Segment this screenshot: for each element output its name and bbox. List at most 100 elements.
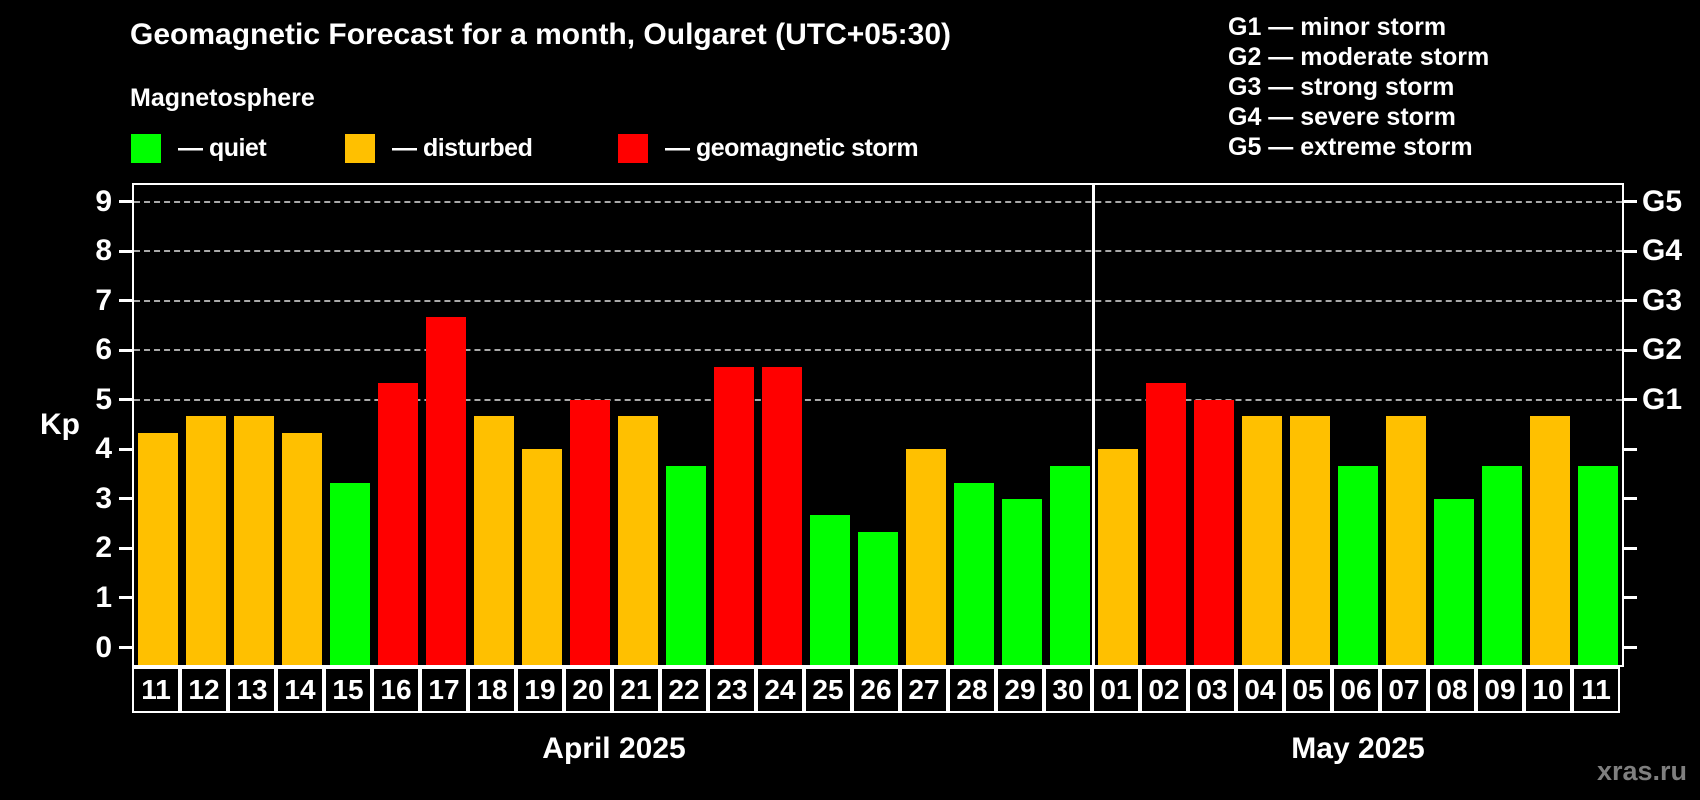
month-separator-line <box>1092 185 1095 665</box>
kp-bar-april-17 <box>426 317 466 665</box>
date-cell-april-14: 14 <box>276 667 324 713</box>
left-y-tick-1 <box>119 596 134 600</box>
kp-bar-april-20 <box>570 399 610 665</box>
kp-bar-april-14 <box>282 432 322 665</box>
legend-swatch-storm <box>618 133 648 163</box>
legend-item-quiet: — quiet <box>131 133 267 163</box>
legend-label-disturbed: — disturbed <box>392 133 533 162</box>
right-y-tick-7 <box>1622 299 1637 303</box>
right-y-tick-9 <box>1622 200 1637 204</box>
kp-bar-may-08 <box>1434 498 1474 665</box>
gridline-kp9 <box>134 200 1622 203</box>
g-level-label-G2: G2 <box>1642 333 1683 367</box>
kp-bar-may-10 <box>1530 416 1570 665</box>
date-cell-april-16: 16 <box>372 667 420 713</box>
magnetosphere-legend-title: Magnetosphere <box>130 84 315 112</box>
plot-area <box>132 183 1624 667</box>
left-y-tick-0 <box>119 646 134 649</box>
kp-bar-april-30 <box>1050 465 1090 665</box>
right-y-tick-5 <box>1622 398 1637 402</box>
left-y-tick-6 <box>119 348 134 352</box>
kp-bar-april-21 <box>618 416 658 665</box>
date-cell-april-18: 18 <box>468 667 516 713</box>
kp-bar-april-19 <box>522 449 562 665</box>
kp-bar-april-23 <box>714 366 754 665</box>
kp-bar-may-07 <box>1386 416 1426 665</box>
kp-bar-april-24 <box>762 366 802 665</box>
gridline-kp8 <box>134 250 1622 253</box>
date-cell-april-28: 28 <box>948 667 996 713</box>
kp-bar-april-15 <box>330 482 370 665</box>
date-cell-may-03: 03 <box>1188 667 1236 713</box>
date-cell-april-22: 22 <box>660 667 708 713</box>
right-y-tick-0 <box>1622 646 1637 649</box>
date-cell-april-21: 21 <box>612 667 660 713</box>
y-axis-label-0: 0 <box>95 630 112 664</box>
kp-bar-april-13 <box>234 416 274 665</box>
chart-title: Geomagnetic Forecast for a month, Oulgar… <box>130 18 952 51</box>
kp-bar-april-22 <box>666 465 706 665</box>
kp-bar-april-26 <box>858 532 898 665</box>
kp-bar-april-18 <box>474 416 514 665</box>
kp-bar-may-04 <box>1242 416 1282 665</box>
month-label-may: May 2025 <box>1291 732 1425 765</box>
left-y-tick-4 <box>119 447 134 451</box>
date-cell-may-06: 06 <box>1332 667 1380 713</box>
g-legend-line-4: G4 — severe storm <box>1228 103 1456 131</box>
right-y-tick-1 <box>1622 596 1637 600</box>
date-cell-april-13: 13 <box>228 667 276 713</box>
date-cell-april-12: 12 <box>180 667 228 713</box>
kp-bar-may-05 <box>1290 416 1330 665</box>
g-legend-line-5: G5 — extreme storm <box>1228 133 1473 161</box>
date-cell-may-10: 10 <box>1524 667 1572 713</box>
date-cell-april-19: 19 <box>516 667 564 713</box>
g-legend-line-1: G1 — minor storm <box>1228 13 1447 41</box>
y-axis-label-2: 2 <box>95 531 112 565</box>
kp-bar-april-27 <box>906 449 946 665</box>
g-level-label-G1: G1 <box>1642 382 1683 416</box>
date-cell-april-27: 27 <box>900 667 948 713</box>
legend-label-quiet: — quiet <box>178 133 267 162</box>
kp-bar-april-28 <box>954 482 994 665</box>
right-y-tick-3 <box>1622 497 1637 501</box>
y-axis-label-4: 4 <box>95 432 112 466</box>
date-cell-april-29: 29 <box>996 667 1044 713</box>
date-cell-may-04: 04 <box>1236 667 1284 713</box>
date-cell-may-05: 05 <box>1284 667 1332 713</box>
gridline-kp5 <box>134 398 1622 401</box>
legend-item-storm: — geomagnetic storm <box>618 133 919 163</box>
date-cell-may-09: 09 <box>1476 667 1524 713</box>
g-level-label-G4: G4 <box>1642 234 1683 268</box>
legend-label-storm: — geomagnetic storm <box>665 133 919 162</box>
watermark-xras: xras.ru <box>1596 756 1687 786</box>
date-cell-april-11: 11 <box>132 667 180 713</box>
month-label-april: April 2025 <box>542 732 686 765</box>
date-cell-may-11: 11 <box>1572 667 1620 713</box>
date-cell-may-01: 01 <box>1092 667 1140 713</box>
kp-bar-may-06 <box>1338 465 1378 665</box>
g-level-label-G3: G3 <box>1642 283 1683 317</box>
kp-bar-may-03 <box>1194 399 1234 665</box>
legend-item-disturbed: — disturbed <box>345 133 533 163</box>
date-cell-april-23: 23 <box>708 667 756 713</box>
kp-bar-may-09 <box>1482 465 1522 665</box>
right-y-tick-4 <box>1622 447 1637 451</box>
y-axis-label-6: 6 <box>95 333 112 367</box>
date-cell-may-07: 07 <box>1380 667 1428 713</box>
date-cell-may-02: 02 <box>1140 667 1188 713</box>
g-scale-legend: G1 — minor storm G2 — moderate storm G3 — … <box>1228 12 1489 162</box>
date-cell-april-17: 17 <box>420 667 468 713</box>
kp-bar-april-29 <box>1002 498 1042 665</box>
left-y-tick-5 <box>119 398 134 402</box>
kp-bar-april-25 <box>810 515 850 665</box>
kp-bar-may-01 <box>1098 449 1138 665</box>
right-y-tick-8 <box>1622 249 1637 253</box>
left-y-tick-9 <box>119 200 134 204</box>
kp-bar-april-12 <box>186 416 226 665</box>
date-cell-april-15: 15 <box>324 667 372 713</box>
kp-axis-title: Kp <box>40 408 80 441</box>
date-cell-april-30: 30 <box>1044 667 1092 713</box>
kp-bar-april-16 <box>378 383 418 665</box>
kp-bar-april-11 <box>138 432 178 665</box>
